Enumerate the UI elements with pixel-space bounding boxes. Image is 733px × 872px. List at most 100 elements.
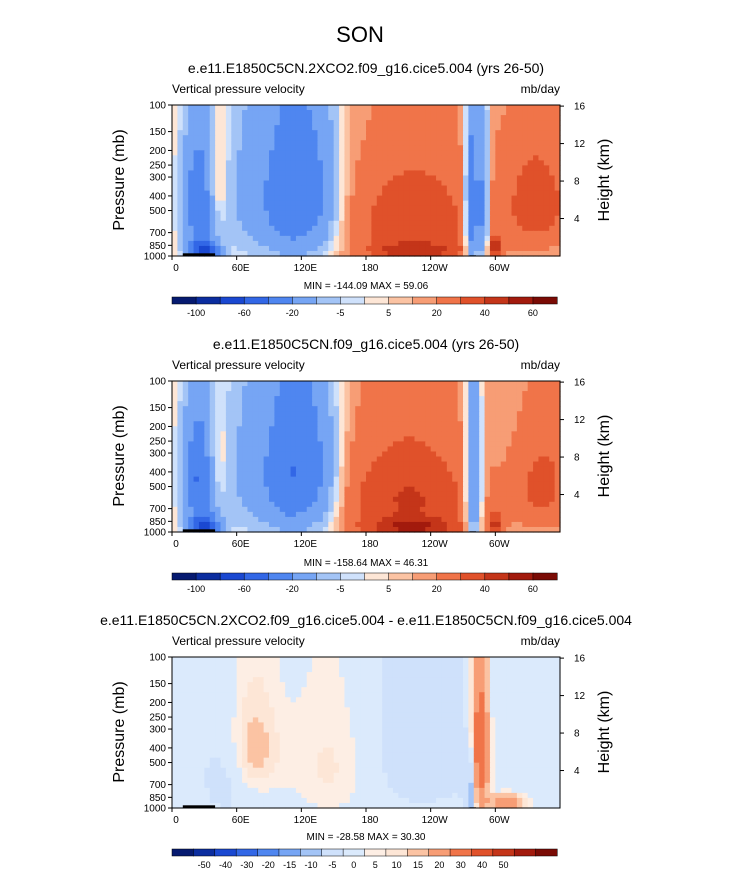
heatmap-cell bbox=[495, 205, 502, 212]
heatmap-cell bbox=[463, 220, 469, 227]
colorbar-swatch bbox=[340, 296, 366, 305]
heatmap-cell bbox=[409, 436, 416, 442]
heatmap-cell bbox=[436, 381, 443, 387]
heatmap-cell bbox=[333, 501, 340, 508]
heatmap-cell bbox=[436, 451, 443, 458]
heatmap-cell bbox=[312, 446, 319, 453]
heatmap-cell bbox=[263, 200, 270, 207]
heatmap-cell bbox=[236, 185, 243, 192]
heatmap-cell bbox=[312, 130, 319, 136]
heatmap-cell bbox=[533, 426, 540, 432]
heatmap-cell bbox=[403, 672, 410, 678]
heatmap-cell bbox=[398, 401, 405, 407]
heatmap-cell bbox=[312, 381, 319, 387]
heatmap-cell bbox=[247, 521, 254, 528]
heatmap-cell bbox=[188, 110, 195, 116]
heatmap-cell bbox=[511, 185, 518, 192]
heatmap-cell bbox=[177, 466, 184, 473]
heatmap-cell bbox=[543, 115, 550, 121]
heatmap-cell bbox=[533, 125, 540, 131]
heatmap-cell bbox=[457, 401, 464, 407]
heatmap-cell bbox=[549, 672, 556, 678]
heatmap-cell bbox=[371, 516, 378, 523]
heatmap-cell bbox=[436, 215, 443, 222]
heatmap-cell bbox=[473, 436, 480, 442]
heatmap-cell bbox=[495, 521, 502, 528]
heatmap-cell bbox=[193, 396, 200, 402]
heatmap-cell bbox=[527, 110, 534, 116]
heatmap-cell bbox=[495, 165, 502, 172]
heatmap-cell bbox=[366, 170, 372, 177]
heatmap-cell bbox=[436, 250, 443, 257]
heatmap-cell bbox=[522, 115, 529, 121]
heatmap-cell bbox=[392, 210, 399, 217]
heatmap-cell bbox=[430, 401, 437, 407]
heatmap-cell bbox=[225, 406, 232, 412]
heatmap-cell bbox=[446, 135, 453, 141]
heatmap-cell bbox=[204, 170, 211, 177]
heatmap-cell bbox=[452, 441, 459, 448]
heatmap-cell bbox=[516, 436, 523, 442]
heatmap-cell bbox=[231, 215, 238, 222]
heatmap-cell bbox=[479, 451, 486, 458]
heatmap-cell bbox=[382, 426, 389, 432]
heatmap-cell bbox=[484, 160, 491, 166]
heatmap-cell bbox=[414, 521, 421, 528]
heatmap-cell bbox=[371, 381, 378, 387]
heatmap-cell bbox=[398, 250, 405, 257]
heatmap-cell bbox=[489, 406, 496, 412]
heatmap-cell bbox=[177, 406, 184, 412]
colorbar-label: 60 bbox=[528, 584, 538, 594]
heatmap-cell bbox=[236, 662, 243, 668]
heatmap-cell bbox=[387, 456, 394, 463]
heatmap-cell bbox=[366, 677, 372, 683]
heatmap-cell bbox=[209, 225, 216, 232]
heatmap-cell bbox=[285, 441, 292, 448]
heatmap-cell bbox=[419, 456, 426, 463]
heatmap-cell bbox=[220, 496, 227, 503]
heatmap-cell bbox=[290, 205, 297, 212]
heatmap-cell bbox=[511, 662, 518, 668]
heatmap-cell bbox=[522, 150, 529, 156]
heatmap-cell bbox=[295, 406, 302, 412]
heatmap-cell bbox=[376, 155, 383, 161]
heatmap-cell bbox=[452, 220, 459, 227]
heatmap-cell bbox=[446, 401, 453, 407]
heatmap-cell bbox=[527, 461, 534, 468]
heatmap-cell bbox=[269, 240, 275, 247]
heatmap-cell bbox=[403, 406, 410, 412]
heatmap-cell bbox=[322, 140, 329, 146]
heatmap-cell bbox=[430, 446, 437, 453]
heatmap-cell bbox=[430, 245, 437, 252]
heatmap-cell bbox=[382, 165, 389, 172]
heatmap-cell bbox=[366, 195, 372, 202]
heatmap-cell bbox=[285, 396, 292, 402]
heatmap-cell bbox=[188, 506, 195, 513]
heatmap-cell bbox=[182, 401, 189, 407]
heatmap-cell bbox=[452, 411, 459, 417]
heatmap-cell bbox=[252, 481, 259, 488]
heatmap-cell bbox=[376, 406, 383, 412]
heatmap-cell bbox=[215, 165, 222, 172]
y-tick-label: 300 bbox=[149, 449, 166, 460]
heatmap-cell bbox=[188, 476, 195, 483]
heatmap-cell bbox=[479, 431, 486, 437]
heatmap-cell bbox=[446, 391, 453, 397]
heatmap-cell bbox=[484, 225, 491, 232]
heatmap-cell bbox=[419, 175, 426, 182]
heatmap-cell bbox=[220, 431, 227, 437]
heatmap-cell bbox=[538, 667, 545, 673]
heatmap-cell bbox=[172, 411, 178, 417]
heatmap-cell bbox=[198, 245, 205, 252]
heatmap-cell bbox=[376, 441, 383, 448]
heatmap-cell bbox=[392, 436, 399, 442]
heatmap-cell bbox=[403, 491, 410, 498]
heatmap-cell bbox=[339, 160, 346, 166]
heatmap-cell bbox=[522, 657, 529, 663]
y-tick-label: 150 bbox=[149, 403, 166, 414]
heatmap-cell bbox=[419, 481, 426, 488]
heatmap-cell bbox=[463, 185, 469, 192]
heatmap-cell bbox=[538, 687, 545, 693]
heatmap-cell bbox=[527, 195, 534, 202]
heatmap-cell bbox=[382, 481, 389, 488]
